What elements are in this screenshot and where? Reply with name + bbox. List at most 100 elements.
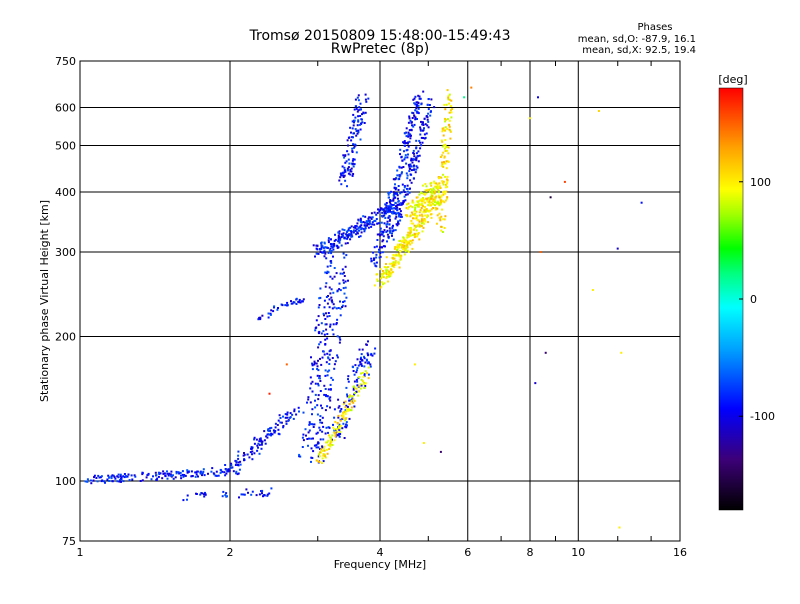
data-point [317,346,320,349]
data-point [397,252,400,255]
data-point [445,103,448,106]
data-point [178,472,181,475]
data-point [375,261,378,264]
data-point [343,166,346,169]
data-point [384,210,387,213]
data-point [387,266,390,268]
data-point [327,251,330,254]
data-point [441,145,444,148]
data-point [314,406,317,409]
data-point [407,131,410,134]
data-point [324,338,327,341]
data-point [407,145,410,148]
data-point [379,286,382,289]
data-point [348,396,350,399]
data-point [253,438,256,441]
data-point [342,232,345,235]
data-point [329,323,332,326]
data-point [388,227,391,230]
data-point [365,358,368,361]
data-point [413,114,416,117]
data-point [328,306,331,309]
data-point [190,475,193,478]
data-point [431,190,433,193]
data-point [250,448,253,450]
data-point [324,318,327,320]
data-point [347,158,350,161]
data-point [267,429,270,432]
data-point [243,493,246,496]
data-point [415,168,418,171]
data-point [406,190,409,193]
data-point [444,129,446,132]
data-point [340,183,343,186]
data-point [412,149,415,152]
data-point [444,139,447,141]
data-point [447,152,450,155]
data-point [385,231,388,233]
data-point [256,449,259,452]
data-point [350,395,353,398]
data-point [156,477,159,480]
data-point [297,300,300,303]
data-point [341,306,344,308]
data-point [257,442,260,445]
data-point [329,388,332,391]
data-point [379,246,381,249]
data-point [353,108,356,111]
data-point [343,300,346,303]
data-point [373,246,376,249]
data-point [266,436,269,439]
data-point [127,473,130,476]
data-point [403,158,406,161]
data-point [394,261,397,264]
data-point [328,249,331,252]
data-point [449,109,452,112]
data-point [319,296,322,299]
data-point [347,172,350,175]
data-point [413,236,416,239]
data-point [277,432,280,435]
data-point [342,171,345,174]
data-point [377,208,379,211]
data-point [337,406,340,409]
data-point [367,340,369,343]
data-point [181,470,184,473]
data-point [354,98,357,101]
data-point [419,126,422,129]
data-point [407,242,410,245]
data-point [418,154,421,157]
data-point [433,201,436,203]
data-point [141,471,144,474]
data-point [398,213,401,216]
data-point [295,303,298,305]
data-point [426,118,429,121]
data-point [346,393,348,396]
data-point [420,225,423,228]
data-point [444,108,447,111]
data-point [263,439,266,442]
data-point [322,460,325,463]
data-point [360,118,363,121]
data-point [444,186,447,189]
data-point [446,175,449,178]
data-point [331,444,334,446]
data-point [224,474,227,477]
data-point [321,445,324,448]
data-point [326,333,329,335]
data-point [409,243,412,246]
data-point [331,357,334,359]
data-point [412,177,415,180]
data-point [409,133,412,136]
data-point [399,215,402,218]
data-point [293,408,296,411]
data-point [133,474,136,477]
data-point [349,170,352,173]
data-point [370,225,373,228]
data-point [406,244,409,246]
data-point [396,243,399,246]
data-point [332,255,334,258]
data-point [411,241,413,244]
data-point [407,202,410,205]
